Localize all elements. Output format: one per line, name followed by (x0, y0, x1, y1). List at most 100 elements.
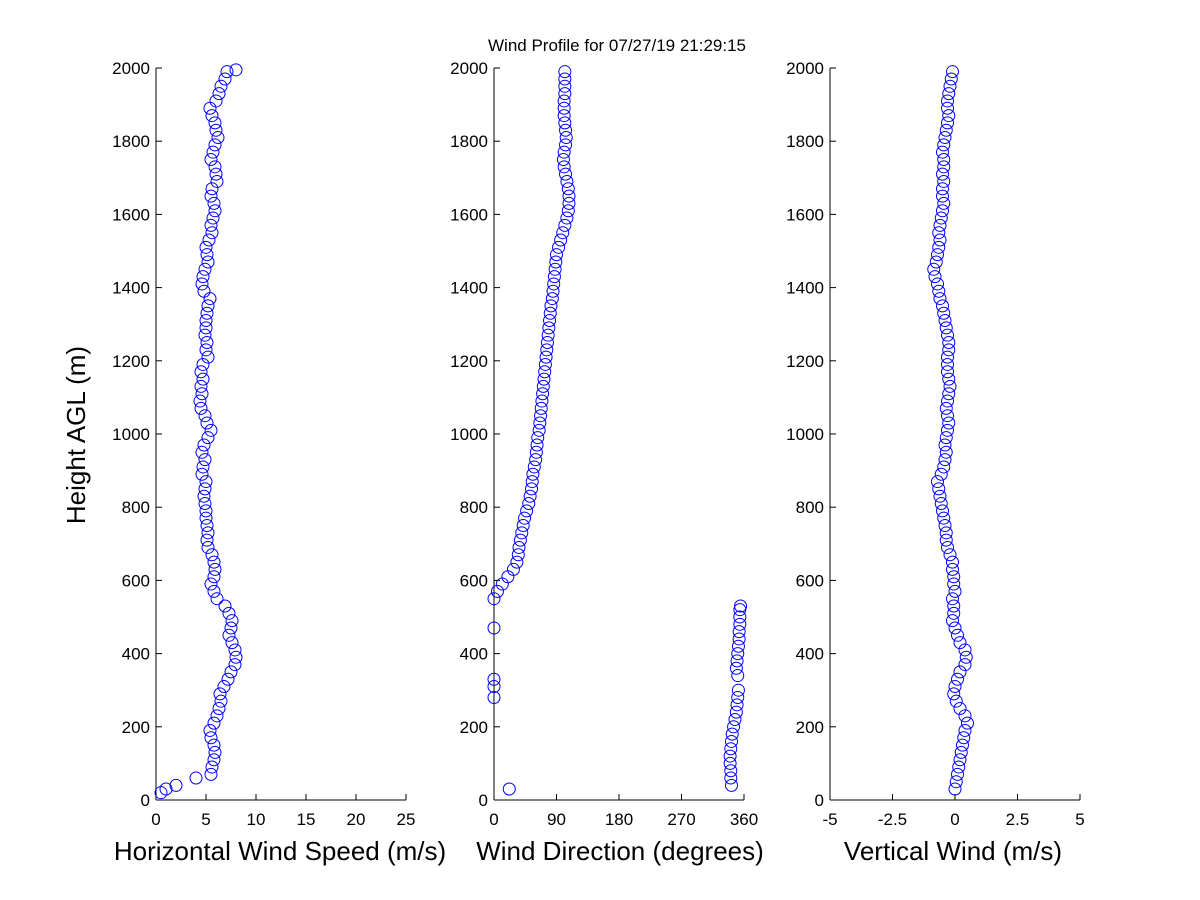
data-point (518, 511, 532, 525)
data-point (557, 109, 571, 123)
data-point (533, 416, 547, 430)
data-point (949, 694, 963, 708)
data-point (210, 592, 224, 606)
data-point (932, 284, 946, 298)
y-tick-label: 0 (815, 791, 824, 810)
data-point (487, 592, 501, 606)
data-point (725, 727, 739, 741)
figure-title: Wind Profile for 07/27/19 21:29:15 (488, 36, 746, 55)
data-point (208, 116, 222, 130)
data-point (529, 445, 543, 459)
data-point (208, 160, 222, 174)
data-point (205, 109, 219, 123)
data-point (557, 145, 571, 159)
data-point (204, 731, 218, 745)
data-point (953, 665, 967, 679)
y-tick-label: 800 (796, 498, 824, 517)
data-point (724, 742, 738, 756)
data-point (207, 716, 221, 730)
data-point (511, 548, 525, 562)
data-point (204, 767, 218, 781)
data-point (197, 489, 211, 503)
data-point (556, 153, 570, 166)
data-point (731, 647, 745, 661)
data-point (936, 145, 949, 159)
data-point (943, 379, 957, 393)
data-point (958, 643, 972, 657)
data-point (220, 65, 234, 79)
x-tick-label: 20 (347, 810, 366, 829)
data-point (942, 87, 956, 101)
data-point (941, 540, 954, 554)
data-point (200, 519, 214, 532)
data-point (217, 680, 231, 694)
data-point (733, 610, 747, 624)
y-tick-label: 2000 (112, 59, 150, 78)
data-point (934, 211, 948, 225)
data-point (932, 226, 946, 240)
data-point (201, 255, 215, 269)
data-point (934, 467, 948, 481)
data-point (560, 174, 574, 188)
x-axis-label: Vertical Wind (m/s) (844, 836, 1062, 866)
data-point (939, 401, 953, 415)
data-point (196, 460, 210, 474)
data-point (207, 753, 221, 767)
data-point (198, 409, 212, 423)
data-point (526, 467, 540, 481)
data-point (937, 460, 951, 474)
data-point (512, 540, 526, 554)
data-point (198, 497, 212, 511)
data-point (562, 189, 576, 203)
data-point (197, 438, 211, 452)
y-tick-label: 800 (122, 498, 150, 517)
data-point (731, 669, 745, 683)
data-point (535, 394, 549, 408)
data-point (942, 372, 956, 386)
y-tick-label: 1200 (112, 352, 150, 371)
data-point (218, 72, 232, 86)
data-point (207, 196, 221, 210)
data-point (943, 79, 957, 93)
data-point (558, 65, 572, 79)
data-point (936, 204, 949, 218)
data-point (540, 343, 554, 357)
x-tick-label: 0 (950, 810, 959, 829)
data-point (953, 753, 967, 767)
data-point (159, 782, 173, 796)
data-point (203, 723, 217, 737)
data-point (531, 431, 545, 445)
data-point (198, 453, 212, 467)
data-point (207, 584, 221, 598)
y-tick-label: 1000 (450, 425, 488, 444)
data-point (933, 233, 947, 247)
data-point (520, 504, 534, 518)
data-point (941, 350, 954, 364)
data-point (558, 218, 572, 232)
data-point (941, 409, 954, 423)
data-point (530, 438, 544, 452)
data-point (732, 632, 746, 646)
data-point (199, 321, 213, 335)
data-point (729, 661, 743, 675)
data-point (558, 116, 572, 130)
data-point (939, 431, 953, 445)
y-tick-label: 400 (796, 645, 824, 664)
data-point (947, 570, 961, 584)
data-point (558, 87, 572, 101)
data-point (938, 314, 952, 328)
data-point (947, 599, 961, 613)
data-point (210, 174, 224, 188)
data-point (199, 511, 213, 525)
data-point (728, 712, 742, 726)
data-point (939, 321, 953, 335)
data-point (941, 328, 954, 342)
data-point (547, 277, 561, 291)
data-point (958, 658, 972, 672)
data-point (937, 138, 951, 152)
data-point (554, 233, 568, 247)
data-point (730, 654, 744, 668)
data-point (204, 423, 218, 437)
data-point (723, 749, 737, 763)
data-point (557, 160, 571, 174)
